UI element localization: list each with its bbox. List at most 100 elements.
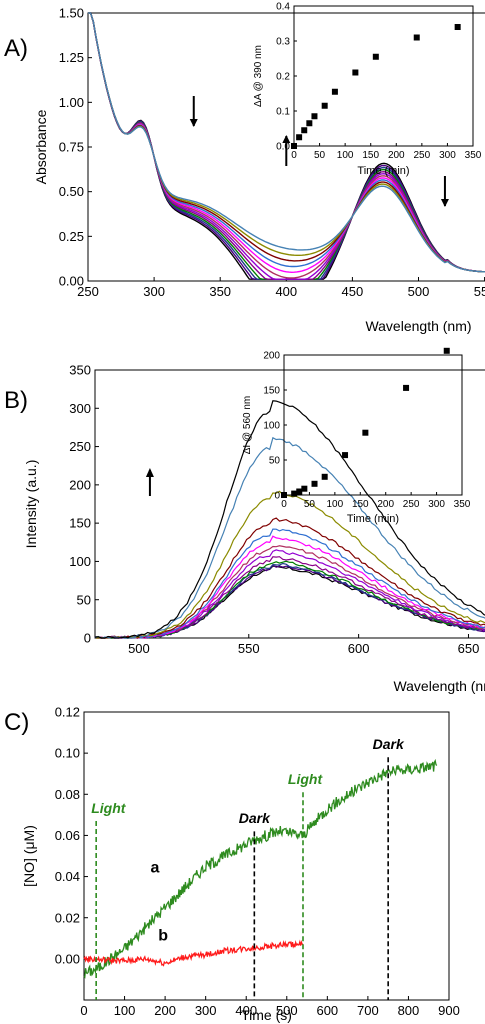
x-tick-label: 0 <box>281 499 287 510</box>
x-tick-label: 150 <box>362 150 379 161</box>
inset-y-label: ΔA @ 390 nm <box>253 45 264 107</box>
y-tick-label: 0.4 <box>276 2 290 13</box>
y-tick-label: 350 <box>69 363 91 378</box>
no-trace-a <box>83 758 438 979</box>
inset-point <box>362 429 369 436</box>
x-tick-label: 550 <box>238 641 260 656</box>
y-tick-label: 50 <box>77 592 91 607</box>
x-tick-label: 600 <box>316 1003 338 1018</box>
x-tick-label: 100 <box>114 1003 136 1018</box>
series-label-a: a <box>151 859 160 876</box>
inset-point <box>311 113 318 120</box>
y-tick-label: 0.02 <box>55 910 80 925</box>
x-tick-label: 200 <box>154 1003 176 1018</box>
panel-label-a: A) <box>4 35 28 62</box>
y-tick-label: 200 <box>263 351 280 362</box>
emission-curve <box>94 562 485 639</box>
x-tick-label: 0 <box>291 150 297 161</box>
panel-c: 0 100 200 300 400 500 600 700 800 900 0.00 0.02 0.04… <box>21 705 460 1023</box>
y-tick-label: 0.10 <box>55 746 80 761</box>
y-tick-label: 150 <box>263 386 280 397</box>
inset-a-frame <box>293 5 474 147</box>
inset-point <box>301 127 308 134</box>
x-tick-label: 300 <box>428 499 445 510</box>
y-tick-label: 1.00 <box>59 95 84 110</box>
inset-point <box>342 452 349 459</box>
x-tick-label: 350 <box>209 284 231 299</box>
arrow-head <box>189 119 198 127</box>
y-tick-label: 0.2 <box>276 72 290 83</box>
y-tick-label: 0 <box>274 491 280 502</box>
emission-curve <box>95 517 485 639</box>
y-tick-label: 0.06 <box>55 828 80 843</box>
y-tick-label: 150 <box>69 516 91 531</box>
x-tick-label: 600 <box>348 641 370 656</box>
inset-a: 0 50 100 150 200 250 300 350 0.0 0.1 0.2 0.3 0.4 Time… <box>253 2 482 178</box>
inset-point <box>321 102 328 109</box>
y-tick-label: 200 <box>69 477 91 492</box>
inset-point <box>296 488 303 495</box>
y-tick-label: 0.12 <box>55 705 80 720</box>
inset-b: 0 50 100 150 200 250 300 350 0 50 100 150 200 Time (m… <box>242 347 471 525</box>
dark-marker-label: Dark <box>373 736 405 752</box>
y-tick-label: 0.00 <box>55 951 80 966</box>
inset-point <box>413 34 420 41</box>
y-axis-label: [NO] (μM) <box>21 825 37 887</box>
x-tick-label: 500 <box>408 284 430 299</box>
emission-curve <box>94 560 485 639</box>
inset-point <box>331 88 338 95</box>
inset-point <box>291 143 297 149</box>
y-tick-label: 50 <box>269 456 281 467</box>
light-marker-label: Light <box>91 800 127 816</box>
x-axis-label: Time (s) <box>241 1007 292 1023</box>
y-tick-label: 0.1 <box>276 107 290 118</box>
y-tick-label: 0.3 <box>276 37 290 48</box>
x-axis-label: Wavelength (nm) <box>393 678 485 694</box>
arrow-head <box>440 199 449 207</box>
y-axis-label: Absorbance <box>33 109 49 184</box>
inset-point <box>321 473 328 480</box>
panel-c-frame <box>83 711 450 1001</box>
x-tick-label: 150 <box>352 499 369 510</box>
inset-point <box>296 134 303 141</box>
y-tick-label: 0.04 <box>55 869 80 884</box>
x-tick-label: 650 <box>458 641 480 656</box>
emission-curve <box>94 535 485 639</box>
x-tick-label: 400 <box>275 284 297 299</box>
x-tick-label: 500 <box>128 641 150 656</box>
y-tick-label: 250 <box>69 439 91 454</box>
x-tick-label: 350 <box>465 150 482 161</box>
x-tick-label: 550 <box>474 284 485 299</box>
x-tick-label: 500 <box>276 1003 298 1018</box>
x-tick-label: 100 <box>337 150 354 161</box>
inset-point <box>291 490 298 497</box>
emission-curve <box>95 490 485 639</box>
emission-curve <box>94 564 485 639</box>
x-tick-label: 450 <box>342 284 364 299</box>
panel-label-c: C) <box>4 709 29 736</box>
panel-b-frame <box>94 369 485 639</box>
x-tick-label: 250 <box>414 150 431 161</box>
spectrum-curve <box>88 12 485 273</box>
emission-curve <box>94 556 485 639</box>
inset-point <box>403 384 410 391</box>
y-tick-label: 0.0 <box>276 142 290 153</box>
inset-point <box>311 480 318 487</box>
y-tick-label: 0.50 <box>59 184 84 199</box>
x-tick-label: 200 <box>377 499 394 510</box>
panel-a: 2503003504004505005506006507007500.000.2… <box>33 6 485 334</box>
x-tick-label: 250 <box>403 499 420 510</box>
x-tick-label: 300 <box>143 284 165 299</box>
x-tick-label: 100 <box>327 499 344 510</box>
emission-curve <box>95 549 485 639</box>
inset-point <box>443 347 450 354</box>
x-tick-label: 200 <box>388 150 405 161</box>
no-trace-b <box>83 939 304 967</box>
arrow-head <box>282 135 291 143</box>
inset-point <box>281 492 287 498</box>
y-tick-label: 1.25 <box>59 50 84 65</box>
inset-point <box>306 120 313 127</box>
x-tick-label: 350 <box>454 499 471 510</box>
y-tick-label: 0.00 <box>59 274 84 289</box>
